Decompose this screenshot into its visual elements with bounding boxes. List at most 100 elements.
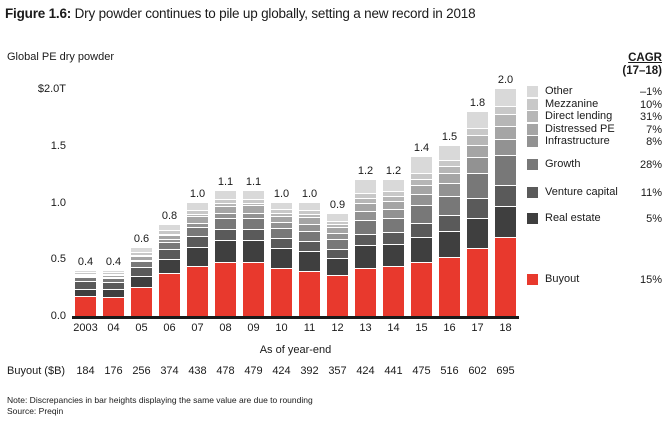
figure-title-text: Dry powder continues to pile up globally… [71, 6, 476, 21]
bar-total-label: 1.1 [245, 176, 262, 189]
stacked-bar-04 [103, 270, 124, 317]
bar-segment-venture-capital [383, 232, 404, 244]
buyout-value: 357 [328, 365, 347, 377]
bar-segment-growth [271, 228, 292, 239]
bar-segment-venture-capital [355, 234, 376, 246]
bar-segment-real-estate [327, 257, 348, 276]
bar-segment-infrastructure [271, 222, 292, 229]
bar-segment-direct-lending [411, 178, 432, 185]
y-tick-label: 0.5 [50, 253, 66, 266]
cagr-header: CAGR (17–18) [598, 52, 662, 77]
bar-segment-infrastructure [327, 233, 348, 240]
bar-segment-venture-capital [103, 281, 124, 290]
stacked-bar-09 [243, 191, 264, 316]
bar-segment-real-estate [355, 245, 376, 268]
legend-swatch-icon [527, 124, 538, 135]
stacked-bar-12 [327, 213, 348, 316]
buyout-value: 478 [216, 365, 235, 377]
bar-segment-real-estate [271, 247, 292, 268]
bar-segment-buyout [495, 237, 516, 316]
bar-segment-buyout [131, 286, 152, 317]
bar-segment-mezzanine [439, 159, 460, 167]
bar-segment-distressed-pe [131, 256, 152, 260]
legend-label: Venture capital [545, 186, 618, 198]
bar-segment-real-estate [215, 240, 236, 262]
bar-segment-infrastructure [299, 224, 320, 231]
bar-segment-direct-lending [271, 213, 292, 216]
stacked-bar-10 [271, 202, 292, 317]
bar-segment-real-estate [75, 289, 96, 297]
bar-segment-buyout [327, 275, 348, 316]
x-tick-label: 09 [247, 322, 260, 334]
source-line: Source: Preqin [7, 406, 64, 416]
bar-segment-buyout [271, 267, 292, 316]
bar-segment-growth [131, 260, 152, 267]
bar-segment-other [495, 89, 516, 106]
bar-segment-distressed-pe [215, 205, 236, 213]
bar-total-label: 2.0 [497, 74, 514, 86]
cagr-value-distressed-pe: 7% [646, 124, 662, 136]
bar-segment-growth [327, 239, 348, 250]
x-tick-label: 12 [331, 322, 344, 334]
bar-segment-other [243, 191, 264, 199]
buyout-value: 695 [496, 365, 515, 377]
bar-segment-other [383, 179, 404, 191]
buyout-value: 424 [356, 365, 375, 377]
bar-segment-other [299, 202, 320, 210]
bar-segment-other [187, 202, 208, 210]
legend-label: Mezzanine [545, 98, 599, 110]
bar-segment-real-estate [299, 251, 320, 272]
bar-segment-infrastructure [495, 138, 516, 156]
bar-segment-other [411, 157, 432, 173]
bar-segment-distressed-pe [439, 173, 460, 184]
legend-label: Real estate [545, 212, 601, 224]
bar-segment-direct-lending [355, 198, 376, 203]
legend-label: Buyout [545, 273, 580, 285]
bar-segment-direct-lending [299, 214, 320, 218]
bar-segment-mezzanine [467, 128, 488, 136]
bar-segment-real-estate [243, 240, 264, 262]
bar-segment-direct-lending [467, 135, 488, 145]
bar-segment-distressed-pe [159, 234, 180, 240]
cagr-value-growth: 28% [639, 159, 662, 171]
bar-segment-direct-lending [439, 166, 460, 174]
bar-segment-distressed-pe [467, 144, 488, 157]
bar-segment-other [159, 225, 180, 231]
y-tick-label: 1.0 [50, 196, 66, 209]
bar-segment-direct-lending [327, 224, 348, 228]
bar-segment-venture-capital [215, 228, 236, 241]
bar-segment-direct-lending [103, 273, 124, 275]
bar-segment-mezzanine [299, 209, 320, 215]
bar-segment-infrastructure [243, 212, 264, 219]
bar-segment-infrastructure [411, 193, 432, 206]
bar-total-label: 0.4 [77, 255, 94, 268]
x-tick-label: 04 [107, 322, 120, 334]
bar-segment-other [131, 247, 152, 253]
bar-segment-buyout [187, 266, 208, 316]
x-tick-label: 13 [359, 322, 372, 334]
bar-segment-buyout [159, 273, 180, 316]
bar-total-label: 0.9 [329, 198, 346, 211]
bar-segment-venture-capital [243, 229, 264, 241]
bar-segment-direct-lending [159, 233, 180, 235]
bar-segment-growth [467, 172, 488, 198]
figure-title: Figure 1.6: Dry powder continues to pile… [5, 6, 476, 21]
x-tick-label: 17 [471, 322, 484, 334]
cagr-value-buyout: 15% [639, 274, 662, 286]
bar-segment-infrastructure [159, 239, 180, 242]
figure-number: Figure 1.6: [5, 6, 72, 21]
x-tick-label: 11 [303, 322, 316, 334]
bar-total-label: 1.0 [273, 187, 290, 200]
legend-swatch-icon [527, 187, 538, 198]
x-tick-label: 10 [275, 322, 288, 334]
bar-segment-real-estate [159, 258, 180, 274]
bar-segment-venture-capital [187, 236, 208, 247]
bar-segment-other [327, 213, 348, 221]
stacked-bar-18 [495, 89, 516, 316]
bar-segment-direct-lending [187, 214, 208, 217]
bar-segment-real-estate [131, 275, 152, 287]
bar-segment-venture-capital [327, 249, 348, 258]
x-tick-label: 06 [163, 322, 176, 334]
bar-segment-mezzanine [103, 272, 124, 274]
stacked-bar-14 [383, 179, 404, 316]
